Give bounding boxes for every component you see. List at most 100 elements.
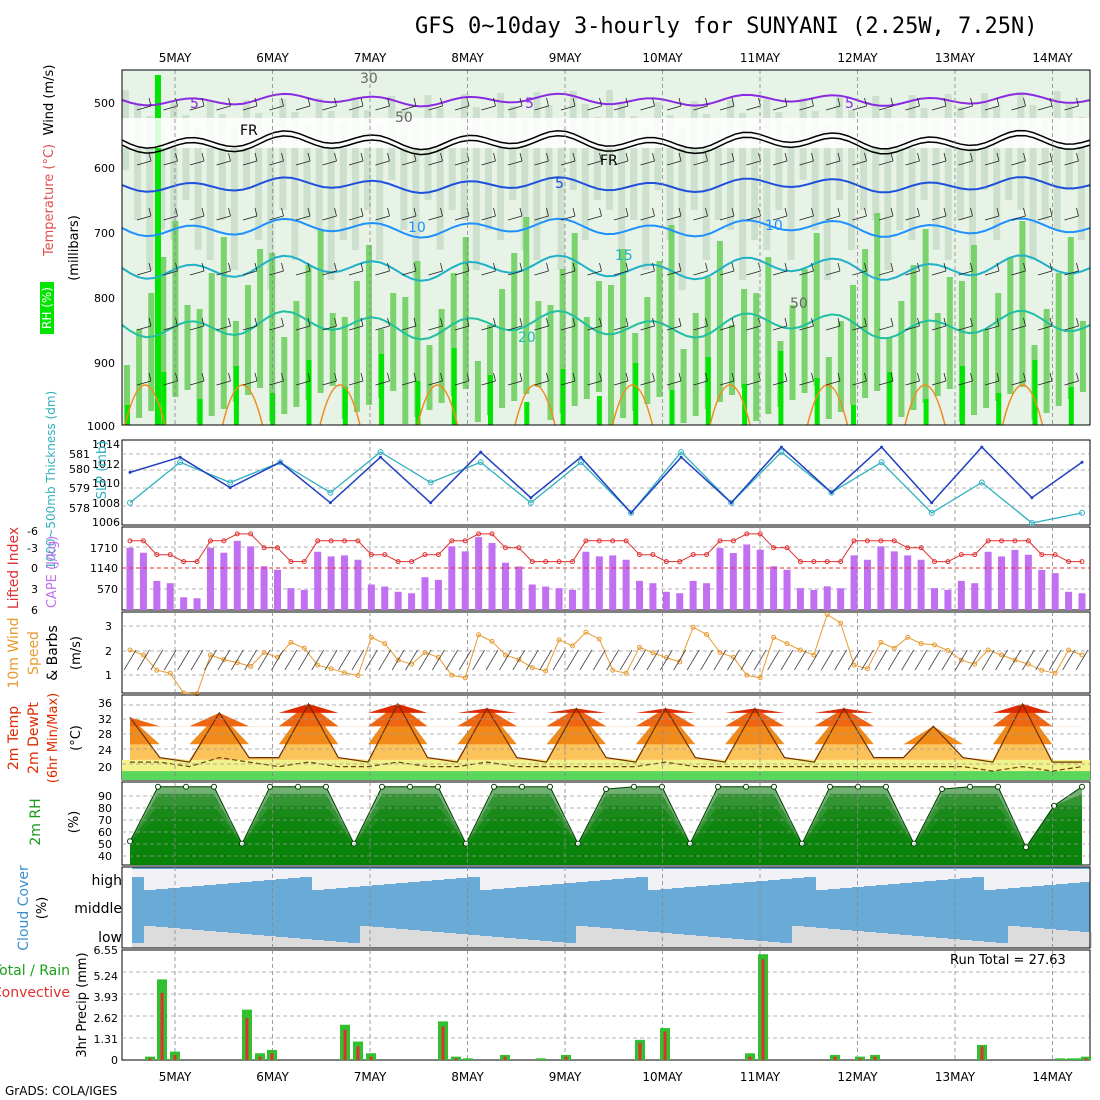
- wind-barb: [242, 270, 258, 276]
- wind-barb: [878, 160, 894, 166]
- li-point: [154, 552, 160, 558]
- wind-speed-point: [1066, 647, 1072, 653]
- wind-barb: [295, 215, 311, 221]
- rh-point: [323, 783, 329, 790]
- wind-barb: [666, 270, 682, 276]
- wind-barb-flag: [970, 152, 973, 162]
- wind-barb-10m: [861, 649, 874, 671]
- wind-barb: [772, 270, 788, 276]
- low-cloud-gap: [780, 943, 792, 948]
- rh-band-mid: [557, 118, 565, 270]
- slp-point: [1080, 460, 1084, 464]
- run-total-text: Run Total = 27.63: [950, 953, 1066, 968]
- rh-band-green: [487, 325, 493, 415]
- wind-barb: [242, 160, 258, 166]
- wind-barb-flag: [1023, 262, 1026, 272]
- rh-point: [659, 783, 665, 790]
- slp-point: [729, 501, 733, 505]
- cape-tick: 570: [97, 583, 118, 596]
- wind-barb-flag: [864, 262, 867, 272]
- slp-frame: [121, 439, 1091, 526]
- cape-bar: [501, 562, 509, 610]
- wind-barb-flag: [254, 317, 258, 327]
- wind-barb-10m: [633, 649, 646, 671]
- wind-barb: [1064, 380, 1079, 386]
- li-point: [569, 559, 575, 565]
- low-cloud-gap: [180, 929, 192, 948]
- wind-barb-flag: [572, 152, 576, 162]
- high-cloud-gap: [888, 869, 900, 884]
- li-point: [556, 559, 562, 565]
- wind-barb: [269, 380, 284, 386]
- cape-bar: [515, 566, 523, 610]
- wind-barb-flag: [864, 372, 867, 382]
- wind-barb: [772, 160, 788, 166]
- wind-barb-flag: [811, 97, 814, 107]
- thickness-point: [527, 499, 534, 506]
- freezing-band: [122, 118, 1090, 148]
- cloud-level-label: high: [91, 873, 122, 889]
- rh-band-green: [341, 317, 348, 419]
- rh-band-mid: [860, 123, 868, 210]
- li-point: [784, 545, 790, 551]
- precip-conv-bar: [441, 1026, 445, 1060]
- rh-band-green: [571, 233, 578, 406]
- wind-barb-flag: [784, 317, 788, 327]
- wind-barb: [931, 215, 947, 221]
- cape-bar: [193, 598, 201, 610]
- li-point: [167, 552, 173, 558]
- wind-barb-flag: [281, 207, 284, 217]
- cape-bar: [381, 586, 389, 610]
- slp-point: [1030, 496, 1034, 500]
- wind-barb-flag: [864, 207, 867, 217]
- wind-barb: [428, 270, 443, 276]
- low-cloud-gap: [756, 941, 768, 948]
- li-point: [596, 538, 602, 544]
- pressure-tick: 1000: [87, 420, 115, 433]
- li-point: [261, 545, 267, 551]
- wind-barb: [534, 325, 549, 331]
- wind-barb-flag: [546, 317, 549, 327]
- wind-barb-flag: [652, 317, 655, 327]
- low-cloud-gap: [312, 940, 324, 948]
- rh-band-mid: [884, 109, 892, 270]
- wind-barb: [666, 380, 682, 386]
- rh-band-mid: [702, 114, 710, 260]
- cape-bar: [287, 588, 295, 610]
- wind-barb-flag: [625, 207, 629, 217]
- rh-band-green: [692, 313, 699, 416]
- slp-point: [980, 445, 984, 449]
- rh-point: [603, 786, 609, 793]
- high-cloud-gap: [444, 869, 456, 879]
- low-cloud-gap: [840, 930, 852, 948]
- rh-band-mid: [364, 110, 371, 210]
- low-cloud-gap: [540, 941, 552, 948]
- cape-bar: [434, 579, 442, 610]
- wind-barb: [216, 105, 231, 111]
- high-cloud-gap: [228, 869, 240, 883]
- slp-axis-label: SLP (mb): [95, 441, 110, 500]
- wind-barb: [507, 270, 523, 276]
- li-point: [342, 538, 348, 544]
- rh-band-green: [366, 245, 372, 405]
- rh-band-bright: [959, 366, 965, 425]
- li-point: [422, 552, 428, 558]
- high-cloud-gap: [492, 869, 504, 889]
- wind-barb: [375, 325, 390, 331]
- wind-speed-point: [583, 629, 589, 635]
- li-point: [516, 545, 522, 551]
- li-point: [744, 531, 750, 537]
- thickness-point: [878, 459, 885, 466]
- wind-barb: [295, 380, 311, 386]
- temp-area-red: [130, 703, 1082, 713]
- wind-barb: [534, 270, 549, 276]
- rh-band-green: [402, 297, 409, 424]
- wind-barb-flag: [493, 262, 496, 272]
- wind-barb: [136, 215, 152, 221]
- rh-band-mid: [775, 112, 783, 210]
- li-point: [771, 545, 777, 551]
- wind-barb: [719, 105, 735, 111]
- li-point: [207, 538, 213, 544]
- wind-barb-flag: [440, 262, 443, 272]
- wind-speed-point: [811, 652, 817, 658]
